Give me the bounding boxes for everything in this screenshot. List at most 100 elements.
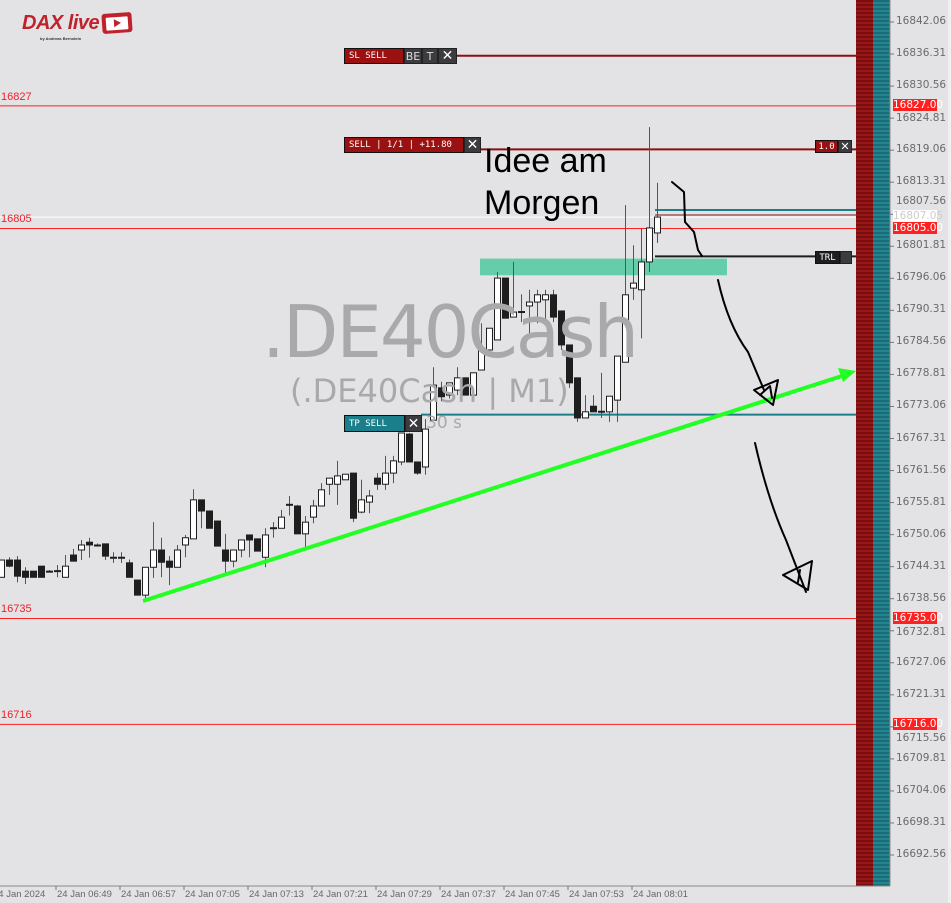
depth-stripe [856, 622, 873, 624]
depth-stripe [856, 522, 873, 524]
price-tick-label: 16807.56 [896, 195, 947, 208]
depth-stripe [856, 462, 873, 464]
depth-stripe [873, 682, 890, 684]
break-even-button[interactable]: BE [404, 48, 422, 64]
candle-body [646, 227, 653, 263]
depth-stripe [873, 486, 890, 488]
candle-body [326, 477, 333, 485]
lot-size-label[interactable]: 1.0 [815, 140, 838, 153]
trail-button[interactable]: T [422, 48, 438, 64]
depth-stripe [873, 58, 890, 60]
candle-body [190, 499, 197, 540]
depth-stripe [856, 866, 873, 868]
depth-stripe [856, 58, 873, 60]
trailing-label[interactable]: TRL [815, 251, 840, 264]
price-tick-label: 16824.81 [896, 112, 947, 125]
depth-stripe [856, 78, 873, 80]
sell-position-label[interactable]: SELL | 1/1 | +11.80 [344, 137, 464, 153]
depth-stripe [873, 646, 890, 648]
depth-stripe [873, 258, 890, 260]
depth-stripe [873, 138, 890, 140]
depth-stripe [873, 874, 890, 876]
depth-stripe [856, 834, 873, 836]
depth-stripe [873, 470, 890, 472]
depth-stripe [856, 422, 873, 424]
depth-stripe [873, 42, 890, 44]
depth-stripe [873, 462, 890, 464]
price-tick-label: 16732.81 [896, 625, 947, 638]
depth-stripe [856, 642, 873, 644]
depth-stripe [856, 842, 873, 844]
depth-stripe [873, 690, 890, 692]
depth-stripe [856, 282, 873, 284]
candle-body [302, 521, 309, 535]
depth-stripe [873, 434, 890, 436]
candle-body [158, 549, 165, 563]
depth-stripe [873, 438, 890, 440]
depth-stripe [856, 454, 873, 456]
close-position-icon[interactable]: ✕ [464, 137, 481, 153]
depth-stripe [873, 586, 890, 588]
depth-stripe [856, 438, 873, 440]
depth-stripe [856, 378, 873, 380]
depth-stripe [856, 458, 873, 460]
depth-stripe [856, 338, 873, 340]
sl-sell-label[interactable]: SL SELL [344, 48, 404, 64]
depth-stripe [873, 282, 890, 284]
depth-stripe [856, 582, 873, 584]
depth-stripe [856, 538, 873, 540]
depth-stripe [856, 90, 873, 92]
close-lot-icon[interactable]: ✕ [838, 140, 852, 153]
depth-stripe [856, 594, 873, 596]
time-tick-label: 24 Jan 06:57 [121, 889, 176, 900]
depth-stripe [856, 142, 873, 144]
depth-stripe [856, 102, 873, 104]
depth-stripe [856, 18, 873, 20]
depth-stripe [856, 254, 873, 256]
depth-stripe [873, 482, 890, 484]
close-sl-icon[interactable]: ✕ [438, 48, 457, 64]
candle-body [510, 311, 517, 318]
depth-stripe [856, 246, 873, 248]
depth-stripe [873, 98, 890, 100]
depth-stripe [856, 650, 873, 652]
depth-stripe [856, 98, 873, 100]
depth-stripe [856, 738, 873, 740]
depth-stripe [873, 754, 890, 756]
tp-sell-label[interactable]: TP SELL [344, 415, 405, 432]
depth-stripe [873, 362, 890, 364]
depth-stripe [873, 730, 890, 732]
candle-body [422, 428, 429, 468]
close-tp-icon[interactable]: ✕ [405, 415, 422, 432]
dax-live-logo: DAX live by Andreas Bernstein [22, 11, 134, 42]
depth-stripe [856, 794, 873, 796]
depth-stripe [856, 858, 873, 860]
depth-stripe [873, 262, 890, 264]
depth-stripe [856, 882, 873, 884]
depth-stripe [873, 686, 890, 688]
depth-stripe [856, 574, 873, 576]
depth-stripe [873, 842, 890, 844]
depth-stripe [856, 118, 873, 120]
candle-body [174, 549, 181, 568]
depth-stripe [873, 642, 890, 644]
depth-stripe [856, 382, 873, 384]
depth-stripe [873, 338, 890, 340]
price-tick-label: 16692.56 [896, 848, 947, 860]
candle-body [358, 499, 365, 513]
depth-stripe [856, 106, 873, 108]
trailing-handle[interactable] [840, 251, 852, 264]
candle-body [182, 537, 189, 546]
depth-stripe [856, 626, 873, 628]
candle-body [654, 216, 661, 234]
candle-body [606, 395, 613, 413]
depth-stripe [856, 202, 873, 204]
depth-stripe [873, 230, 890, 232]
depth-stripe [873, 542, 890, 544]
depth-stripe [856, 310, 873, 312]
lot-panel: 1.0 ✕ [815, 140, 852, 153]
depth-stripe [856, 806, 873, 808]
price-tick-label: 16704.06 [896, 783, 947, 796]
depth-stripe [873, 702, 890, 704]
